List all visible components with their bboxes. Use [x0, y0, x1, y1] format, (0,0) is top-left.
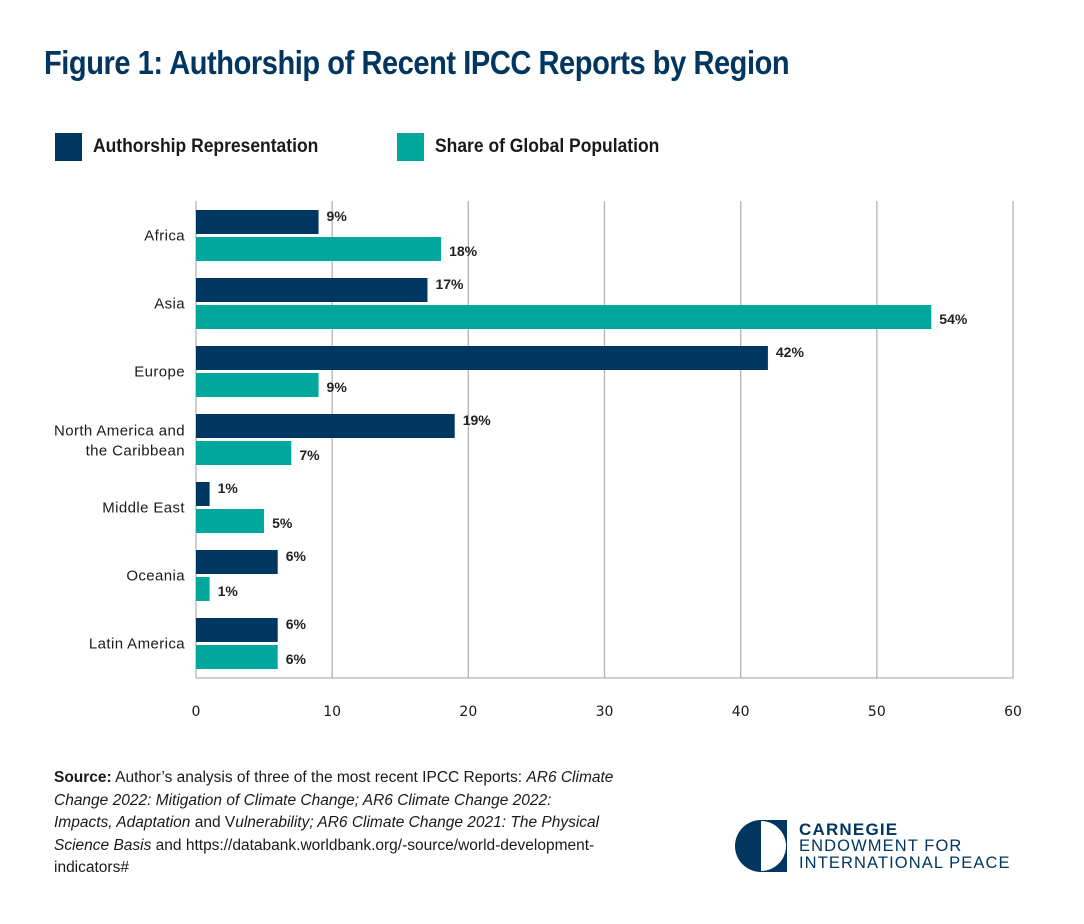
- bar-authorship: [196, 550, 278, 574]
- x-tick-label: 0: [192, 704, 201, 720]
- legend-swatch-population: [397, 133, 424, 161]
- bar-authorship: [196, 482, 210, 506]
- bar-population: [196, 441, 292, 465]
- data-label: 9%: [327, 208, 348, 224]
- logo-line-3: INTERNATIONAL PEACE: [799, 854, 1011, 872]
- category-label: Europe: [134, 364, 185, 381]
- x-tick-label: 10: [323, 704, 341, 720]
- bar-chart: 0 10 20 30 40 50 60 9% 18% Africa 17% 54% Asia 42% 9% E…: [54, 201, 1022, 720]
- legend-item-authorship: Authorship Representation: [55, 133, 338, 161]
- bar-authorship: [196, 414, 455, 438]
- x-tick-label: 50: [868, 704, 886, 720]
- x-tick-label: 40: [732, 704, 750, 720]
- source-text-1: Author’s analysis of three of the most r…: [111, 769, 527, 786]
- carnegie-logo: CARNEGIE ENDOWMENT FOR INTERNATIONAL PEA…: [735, 820, 1025, 874]
- data-label: 54%: [939, 311, 968, 327]
- logo-line-1: CARNEGIE: [799, 820, 899, 839]
- logo-line-2: ENDOWMENT FOR: [799, 837, 963, 855]
- bar-authorship: [196, 278, 428, 302]
- data-label: 9%: [327, 379, 348, 395]
- legend-swatch-authorship: [55, 133, 82, 161]
- data-label: 42%: [776, 344, 805, 360]
- bar-authorship: [196, 210, 319, 234]
- legend-item-population: Share of Global Population: [397, 133, 679, 161]
- bar-population: [196, 645, 278, 669]
- category-label: Asia: [154, 296, 185, 313]
- legend-label-population: Share of Global Population: [435, 136, 660, 157]
- x-tick-label: 20: [459, 704, 477, 720]
- legend-label-authorship: Authorship Representation: [93, 136, 319, 157]
- data-label: 6%: [286, 548, 307, 564]
- category-label: North America and: [54, 423, 185, 440]
- category-label: Latin America: [89, 636, 185, 653]
- data-label: 1%: [218, 583, 239, 599]
- source-text-2: and V: [190, 814, 236, 831]
- source-italic-1: AR6 Climate Change 2022: Mitigation of C…: [54, 769, 614, 831]
- bar-authorship: [196, 618, 278, 642]
- data-label: 7%: [299, 447, 320, 463]
- chart-title: Figure 1: Authorship of Recent IPCC Repo…: [44, 44, 790, 81]
- bar-population: [196, 237, 442, 261]
- bar-population: [196, 509, 265, 533]
- category-label: the Caribbean: [86, 443, 185, 460]
- source-italic-2: ulnerability; AR6 Climate Change 2021: T…: [54, 814, 600, 854]
- bar-population: [196, 373, 319, 397]
- carnegie-logo-mark-icon: [735, 820, 787, 872]
- data-label: 6%: [286, 651, 307, 667]
- source-lead: Source:: [54, 769, 112, 786]
- data-label: 1%: [218, 480, 239, 496]
- data-label: 19%: [463, 412, 492, 428]
- category-label: Oceania: [126, 568, 185, 585]
- logo-text: CARNEGIE ENDOWMENT FOR INTERNATIONAL PEA…: [799, 821, 1011, 872]
- source-text-3: and https://databank.worldbank.org/-sour…: [54, 836, 595, 877]
- bar-population: [196, 305, 932, 329]
- data-label: 6%: [286, 616, 307, 632]
- x-tick-label: 30: [596, 704, 614, 720]
- bar-authorship: [196, 346, 768, 370]
- category-label: Africa: [144, 228, 185, 245]
- data-label: 18%: [449, 243, 478, 259]
- data-label: 5%: [272, 515, 293, 531]
- category-label: Middle East: [102, 500, 185, 517]
- x-tick-label: 60: [1004, 704, 1022, 720]
- source-note: Source: Author’s analysis of three of th…: [54, 767, 614, 880]
- data-label: 17%: [435, 276, 464, 292]
- bar-population: [196, 577, 210, 601]
